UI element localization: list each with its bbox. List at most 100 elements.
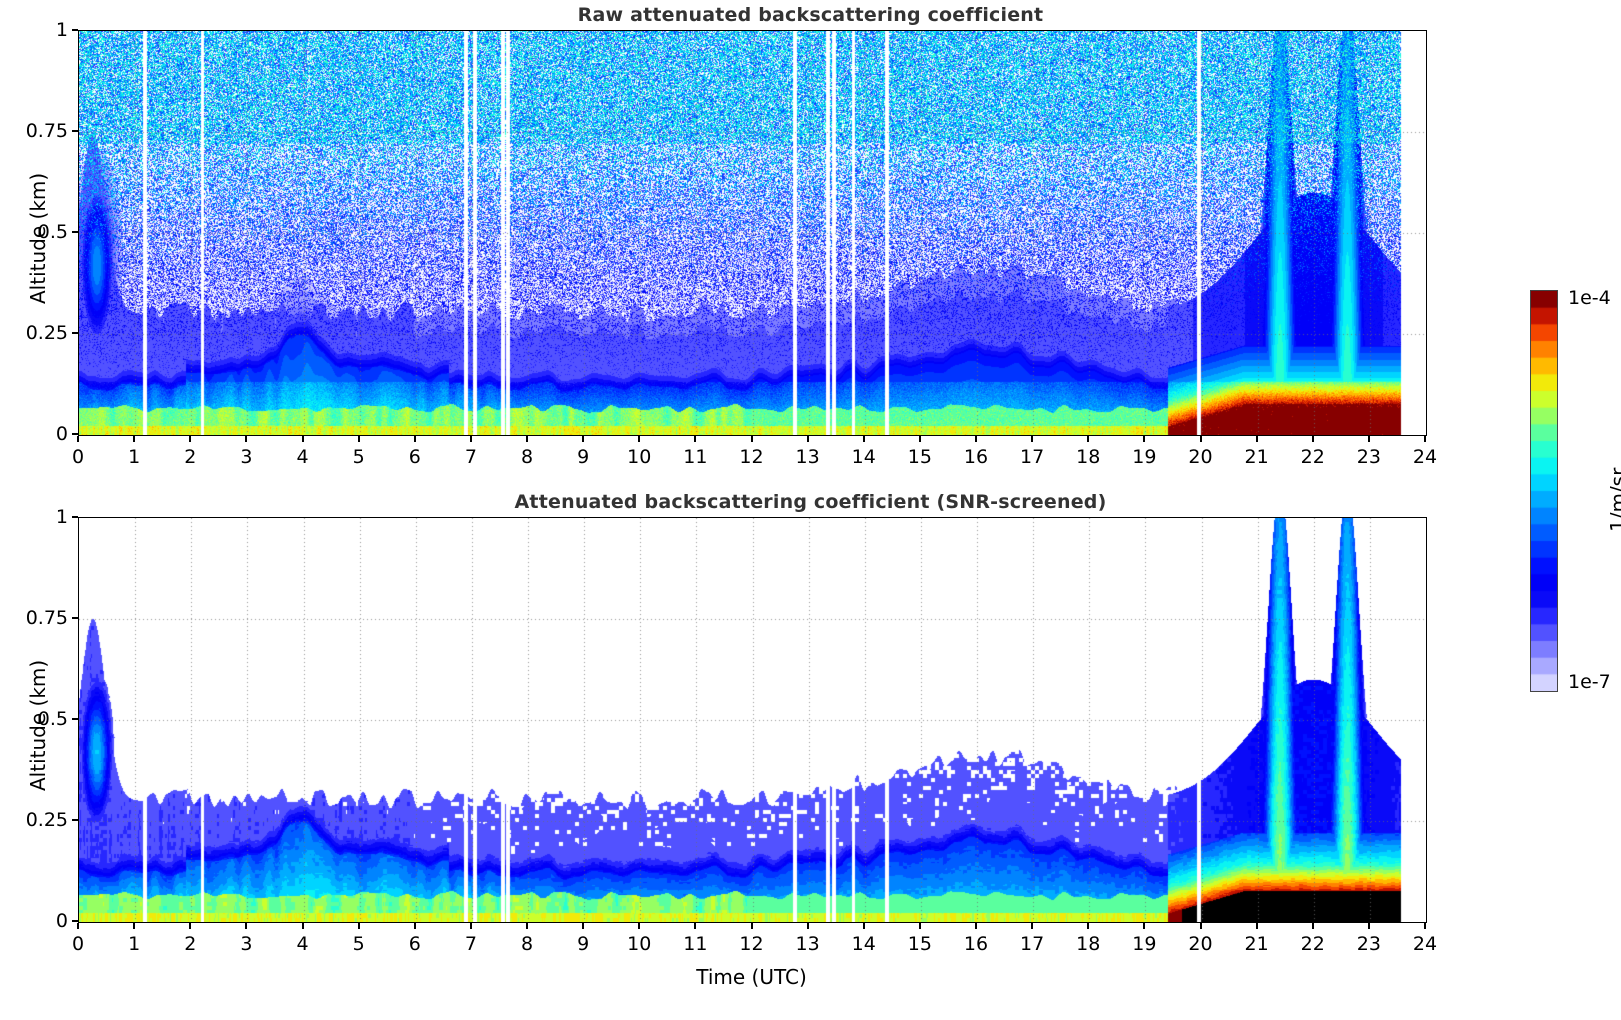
- y-tick-label: 0.25: [25, 809, 68, 831]
- x-tick-label: 1: [128, 933, 141, 955]
- x-tick-label: 9: [577, 933, 590, 955]
- y-axis-label-raw: Altitude (km): [26, 172, 50, 304]
- y-tick-mark: [72, 718, 78, 720]
- x-tick-mark: [1143, 923, 1146, 929]
- x-tick-mark: [1199, 923, 1202, 929]
- x-tick-mark: [582, 436, 585, 442]
- x-tick-label: 23: [1356, 446, 1381, 468]
- x-tick-label: 1: [128, 446, 141, 468]
- y-tick-mark: [72, 516, 78, 518]
- x-tick-mark: [694, 436, 697, 442]
- x-tick-label: 4: [296, 446, 309, 468]
- x-tick-mark: [582, 923, 585, 929]
- x-tick-mark: [806, 923, 809, 929]
- x-tick-label: 24: [1412, 446, 1438, 468]
- x-tick-label: 24: [1412, 933, 1438, 955]
- y-tick-mark: [72, 617, 78, 619]
- x-tick-label: 11: [683, 446, 708, 468]
- x-tick-mark: [1255, 923, 1258, 929]
- x-tick-mark: [413, 923, 416, 929]
- y-tick-mark: [72, 29, 78, 31]
- x-axis-label-time: Time (UTC): [696, 965, 807, 989]
- x-tick-label: 13: [795, 446, 820, 468]
- x-tick-mark: [413, 436, 416, 442]
- y-tick-mark: [72, 819, 78, 821]
- x-tick-label: 21: [1244, 933, 1269, 955]
- x-tick-label: 0: [71, 933, 85, 955]
- x-tick-label: 5: [352, 446, 365, 468]
- x-tick-mark: [357, 923, 360, 929]
- x-tick-mark: [301, 923, 304, 929]
- x-tick-label: 16: [963, 446, 989, 468]
- x-tick-label: 20: [1188, 446, 1213, 468]
- x-tick-label: 0: [71, 446, 85, 468]
- y-tick-label: 0.25: [25, 322, 68, 344]
- x-tick-label: 7: [464, 446, 477, 468]
- x-tick-mark: [1087, 436, 1090, 442]
- x-tick-label: 9: [577, 446, 590, 468]
- x-tick-mark: [638, 923, 641, 929]
- y-tick-label: 0.75: [25, 120, 68, 142]
- x-tick-mark: [750, 436, 753, 442]
- y-tick-mark: [72, 332, 78, 334]
- panel-title-snr: Attenuated backscattering coefficient (S…: [514, 491, 1107, 513]
- x-tick-mark: [301, 436, 304, 442]
- x-tick-label: 12: [739, 446, 764, 468]
- x-tick-mark: [1367, 923, 1370, 929]
- x-tick-label: 10: [627, 933, 652, 955]
- x-tick-label: 3: [240, 446, 253, 468]
- x-tick-mark: [1031, 923, 1034, 929]
- x-tick-label: 19: [1132, 446, 1157, 468]
- x-tick-mark: [1031, 436, 1034, 442]
- y-tick-label: 0.75: [25, 607, 68, 629]
- x-tick-label: 17: [1020, 933, 1045, 955]
- x-tick-label: 6: [408, 933, 421, 955]
- y-tick-label: 1: [55, 19, 68, 41]
- y-axis-label-snr: Altitude (km): [26, 659, 50, 791]
- x-tick-mark: [862, 436, 865, 442]
- x-tick-label: 4: [296, 933, 309, 955]
- x-tick-label: 15: [907, 933, 932, 955]
- x-tick-label: 6: [408, 446, 421, 468]
- x-tick-mark: [1424, 436, 1426, 442]
- x-tick-mark: [357, 436, 360, 442]
- x-tick-label: 19: [1132, 933, 1157, 955]
- x-tick-mark: [975, 436, 977, 442]
- y-tick-mark: [72, 231, 78, 233]
- x-tick-label: 14: [851, 933, 876, 955]
- x-tick-label: 22: [1300, 933, 1325, 955]
- y-tick-label: 0.5: [37, 708, 68, 730]
- x-tick-mark: [133, 436, 136, 442]
- x-tick-mark: [1311, 923, 1314, 929]
- x-tick-label: 23: [1356, 933, 1381, 955]
- x-tick-label: 5: [352, 933, 365, 955]
- y-tick-label: 0.5: [37, 221, 68, 243]
- x-tick-mark: [975, 923, 977, 929]
- x-tick-mark: [245, 923, 248, 929]
- x-tick-mark: [1311, 436, 1314, 442]
- x-tick-mark: [245, 436, 248, 442]
- x-tick-mark: [526, 923, 528, 929]
- x-tick-label: 8: [520, 933, 534, 955]
- x-tick-mark: [1143, 436, 1146, 442]
- x-tick-mark: [918, 436, 921, 442]
- x-tick-mark: [1424, 923, 1426, 929]
- x-tick-mark: [469, 436, 472, 442]
- x-tick-mark: [694, 923, 697, 929]
- x-tick-mark: [526, 436, 528, 442]
- heatmap-axes-snr: [78, 517, 1427, 923]
- y-tick-label: 0: [55, 423, 68, 445]
- x-tick-label: 22: [1300, 446, 1325, 468]
- x-tick-label: 2: [184, 446, 197, 468]
- heatmap-axes-raw: [78, 30, 1427, 436]
- x-tick-label: 7: [464, 933, 477, 955]
- x-tick-mark: [862, 923, 865, 929]
- x-tick-label: 16: [963, 933, 989, 955]
- x-tick-mark: [638, 436, 641, 442]
- x-tick-label: 8: [520, 446, 534, 468]
- x-tick-mark: [189, 923, 192, 929]
- y-tick-mark: [72, 920, 78, 922]
- x-tick-mark: [189, 436, 192, 442]
- x-tick-mark: [1255, 436, 1258, 442]
